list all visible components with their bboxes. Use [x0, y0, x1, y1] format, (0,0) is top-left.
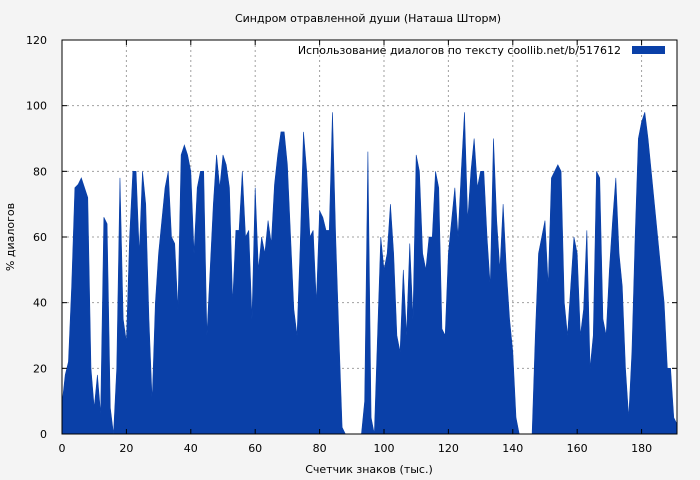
x-tick-label: 40 — [184, 442, 198, 455]
legend-label: Использование диалогов по тексту coollib… — [298, 44, 621, 57]
series-area-0 — [61, 112, 678, 435]
y-tick-label: 60 — [33, 231, 47, 244]
y-axis-label: % диалогов — [4, 203, 17, 271]
series-layer — [61, 112, 678, 435]
y-tick-label: 100 — [26, 100, 47, 113]
legend-swatch — [632, 46, 665, 54]
x-tick-label: 80 — [313, 442, 327, 455]
x-tick-label: 100 — [373, 442, 394, 455]
x-tick-label: 0 — [59, 442, 66, 455]
legend: Использование диалогов по тексту coollib… — [298, 44, 665, 57]
x-tick-label: 180 — [631, 442, 652, 455]
x-axis-label: Счетчик знаков (тыс.) — [305, 463, 433, 476]
x-tick-label: 140 — [502, 442, 523, 455]
x-tick-label: 60 — [248, 442, 262, 455]
y-tick-label: 40 — [33, 297, 47, 310]
chart-title: Синдром отравленной души (Наташа Шторм) — [235, 12, 501, 25]
y-tick-label: 80 — [33, 165, 47, 178]
y-tick-label: 20 — [33, 362, 47, 375]
y-tick-label: 0 — [40, 428, 47, 441]
x-tick-label: 20 — [119, 442, 133, 455]
x-axis-ticks: 0 20 40 60 80 100 120 140 160 180 — [59, 40, 652, 455]
y-axis-ticks: 0 20 40 60 80 100 120 — [26, 34, 677, 441]
y-tick-label: 120 — [26, 34, 47, 47]
x-tick-label: 160 — [567, 442, 588, 455]
x-tick-label: 120 — [438, 442, 459, 455]
